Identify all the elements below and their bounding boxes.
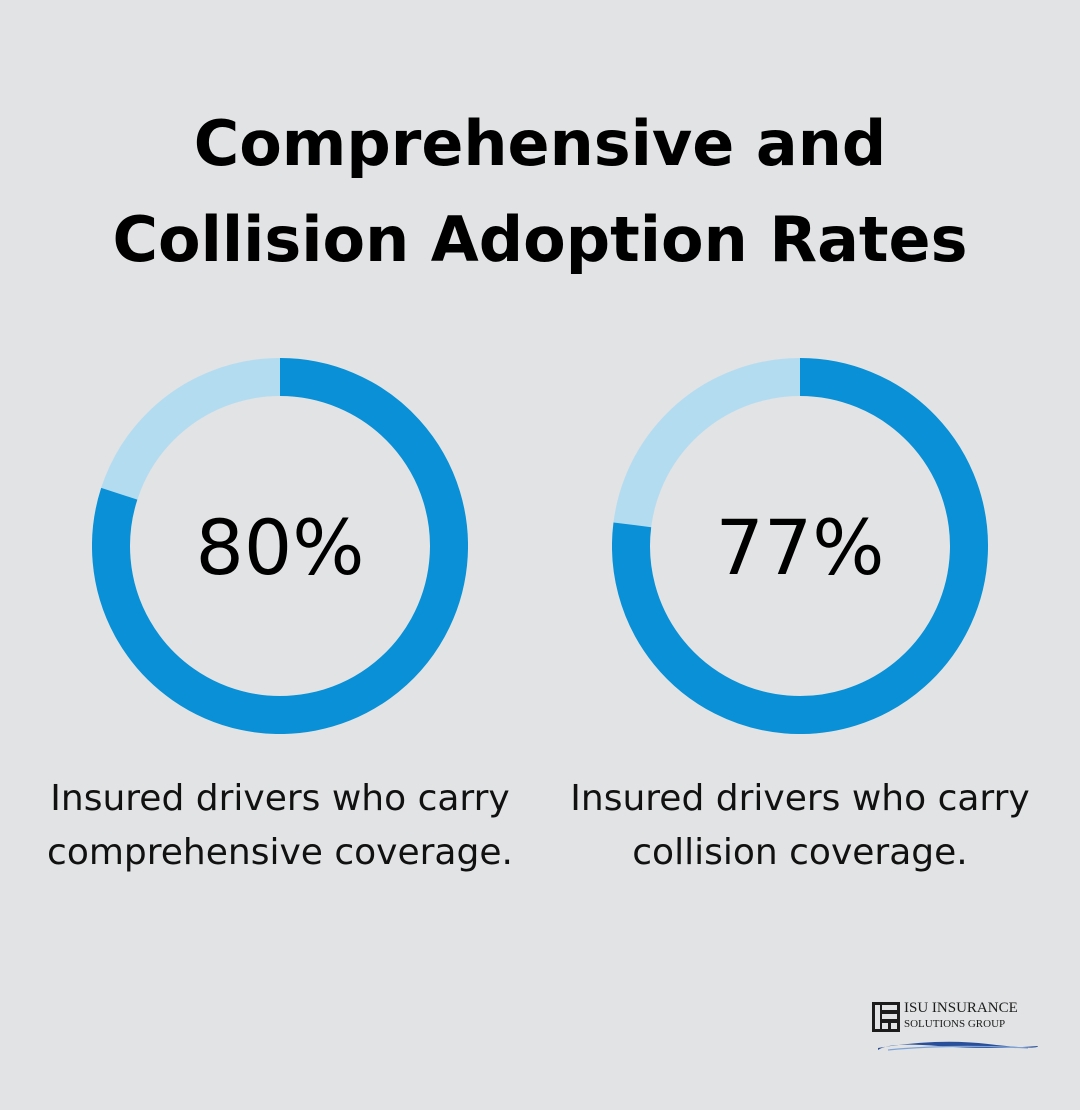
- caption-line-2: collision coverage.: [632, 832, 968, 873]
- caption-line-1: Insured drivers who carry: [50, 778, 510, 819]
- donut-value-label: 77%: [716, 503, 885, 592]
- logo-swoosh-icon: [878, 1041, 1038, 1051]
- donut-value-arc: [92, 358, 468, 734]
- company-logo: ISU INSURANCE SOLUTIONS GROUP: [872, 1000, 1042, 1060]
- title-line-1: Comprehensive and: [193, 107, 887, 180]
- comprehensive-donut-chart: 80%: [92, 358, 468, 734]
- donut-value-arc: [612, 358, 988, 734]
- collision-caption: Insured drivers who carry collision cove…: [550, 772, 1050, 880]
- logo-line-2: SOLUTIONS GROUP: [904, 1018, 1006, 1030]
- donut-svg-2: 77%: [612, 358, 988, 734]
- title-line-2: Collision Adoption Rates: [112, 203, 968, 276]
- donut-value-label: 80%: [196, 503, 365, 592]
- logo-wordmark: ISU INSURANCE SOLUTIONS GROUP: [904, 1000, 1018, 1031]
- comprehensive-caption: Insured drivers who carry comprehensive …: [30, 772, 530, 880]
- logo-line-1: ISU INSURANCE: [904, 1000, 1018, 1016]
- donut-svg-1: 80%: [92, 358, 468, 734]
- caption-line-1: Insured drivers who carry: [570, 778, 1030, 819]
- logo-mark-icon: [872, 1002, 900, 1032]
- caption-line-2: comprehensive coverage.: [47, 832, 513, 873]
- page-title: Comprehensive and Collision Adoption Rat…: [0, 96, 1080, 288]
- collision-donut-chart: 77%: [612, 358, 988, 734]
